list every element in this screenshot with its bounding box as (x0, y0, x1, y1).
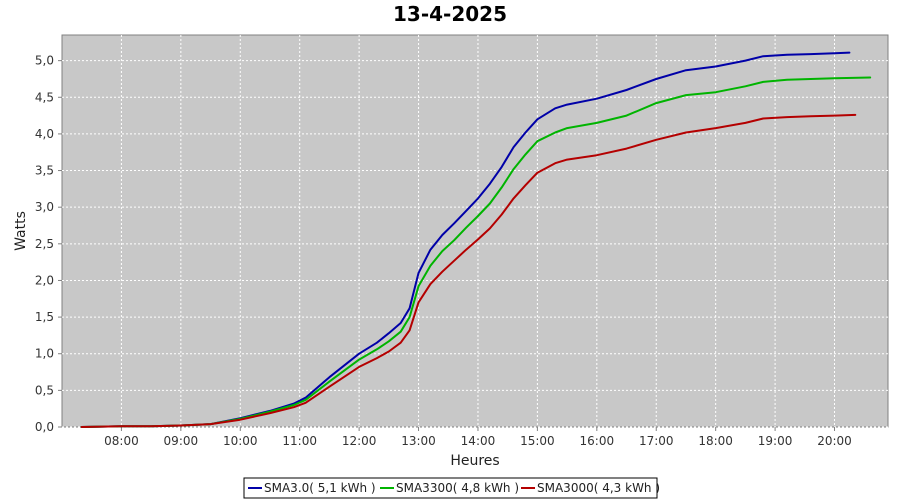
plot-area (61, 34, 889, 428)
legend-box (243, 477, 658, 499)
legend: SMA3.0( 5,1 kWh ) SMA3300( 4,8 kWh ) SMA30… (243, 477, 660, 499)
y-tick-label: 3,5 (35, 164, 54, 178)
x-tick-label: 17:00 (639, 434, 674, 448)
y-tick-label: 0,5 (35, 383, 54, 397)
series-lines (80, 51, 872, 428)
y-tick-label: 4,5 (35, 90, 54, 104)
y-tick-label: 5,0 (35, 54, 54, 68)
x-tick-label: 18:00 (698, 434, 733, 448)
x-tick-label: 13:00 (401, 434, 436, 448)
x-tick-label: 15:00 (520, 434, 555, 448)
y-axis-label: Watts (13, 211, 29, 251)
x-tick-label: 12:00 (342, 434, 377, 448)
legend-label-2: SMA3300( 4,8 kWh ) (396, 481, 519, 495)
legend-items: SMA3.0( 5,1 kWh ) SMA3300( 4,8 kWh ) SMA30… (248, 481, 660, 495)
legend-label-3: SMA3000( 4,3 kWh ) (537, 481, 660, 495)
x-tick-label: 11:00 (282, 434, 317, 448)
chart-title: 13-4-2025 (393, 2, 507, 26)
x-tick-label: 09:00 (164, 434, 199, 448)
legend-label-1: SMA3.0( 5,1 kWh ) (264, 481, 376, 495)
x-tick-label: 08:00 (104, 434, 139, 448)
x-tick-label: 20:00 (817, 434, 852, 448)
x-tick-label: 10:00 (223, 434, 258, 448)
x-tick-label: 19:00 (758, 434, 793, 448)
y-tick-label: 2,0 (35, 273, 54, 287)
y-tick-label: 1,0 (35, 347, 54, 361)
axis-ticks: 08:00 09:00 10:00 11:00 12:00 13:00 14:00 15:00… (35, 54, 852, 448)
series-line-2 (80, 76, 872, 428)
x-tick-label: 14:00 (461, 434, 496, 448)
x-axis-label: Heures (450, 453, 499, 469)
grid (62, 35, 888, 428)
series-line-3 (80, 113, 857, 428)
y-tick-label: 1,5 (35, 310, 54, 324)
y-tick-label: 4,0 (35, 127, 54, 141)
x-tick-label: 16:00 (580, 434, 615, 448)
y-tick-label: 2,5 (35, 237, 54, 251)
y-tick-label: 3,0 (35, 200, 54, 214)
y-tick-label: 0,0 (35, 420, 54, 434)
